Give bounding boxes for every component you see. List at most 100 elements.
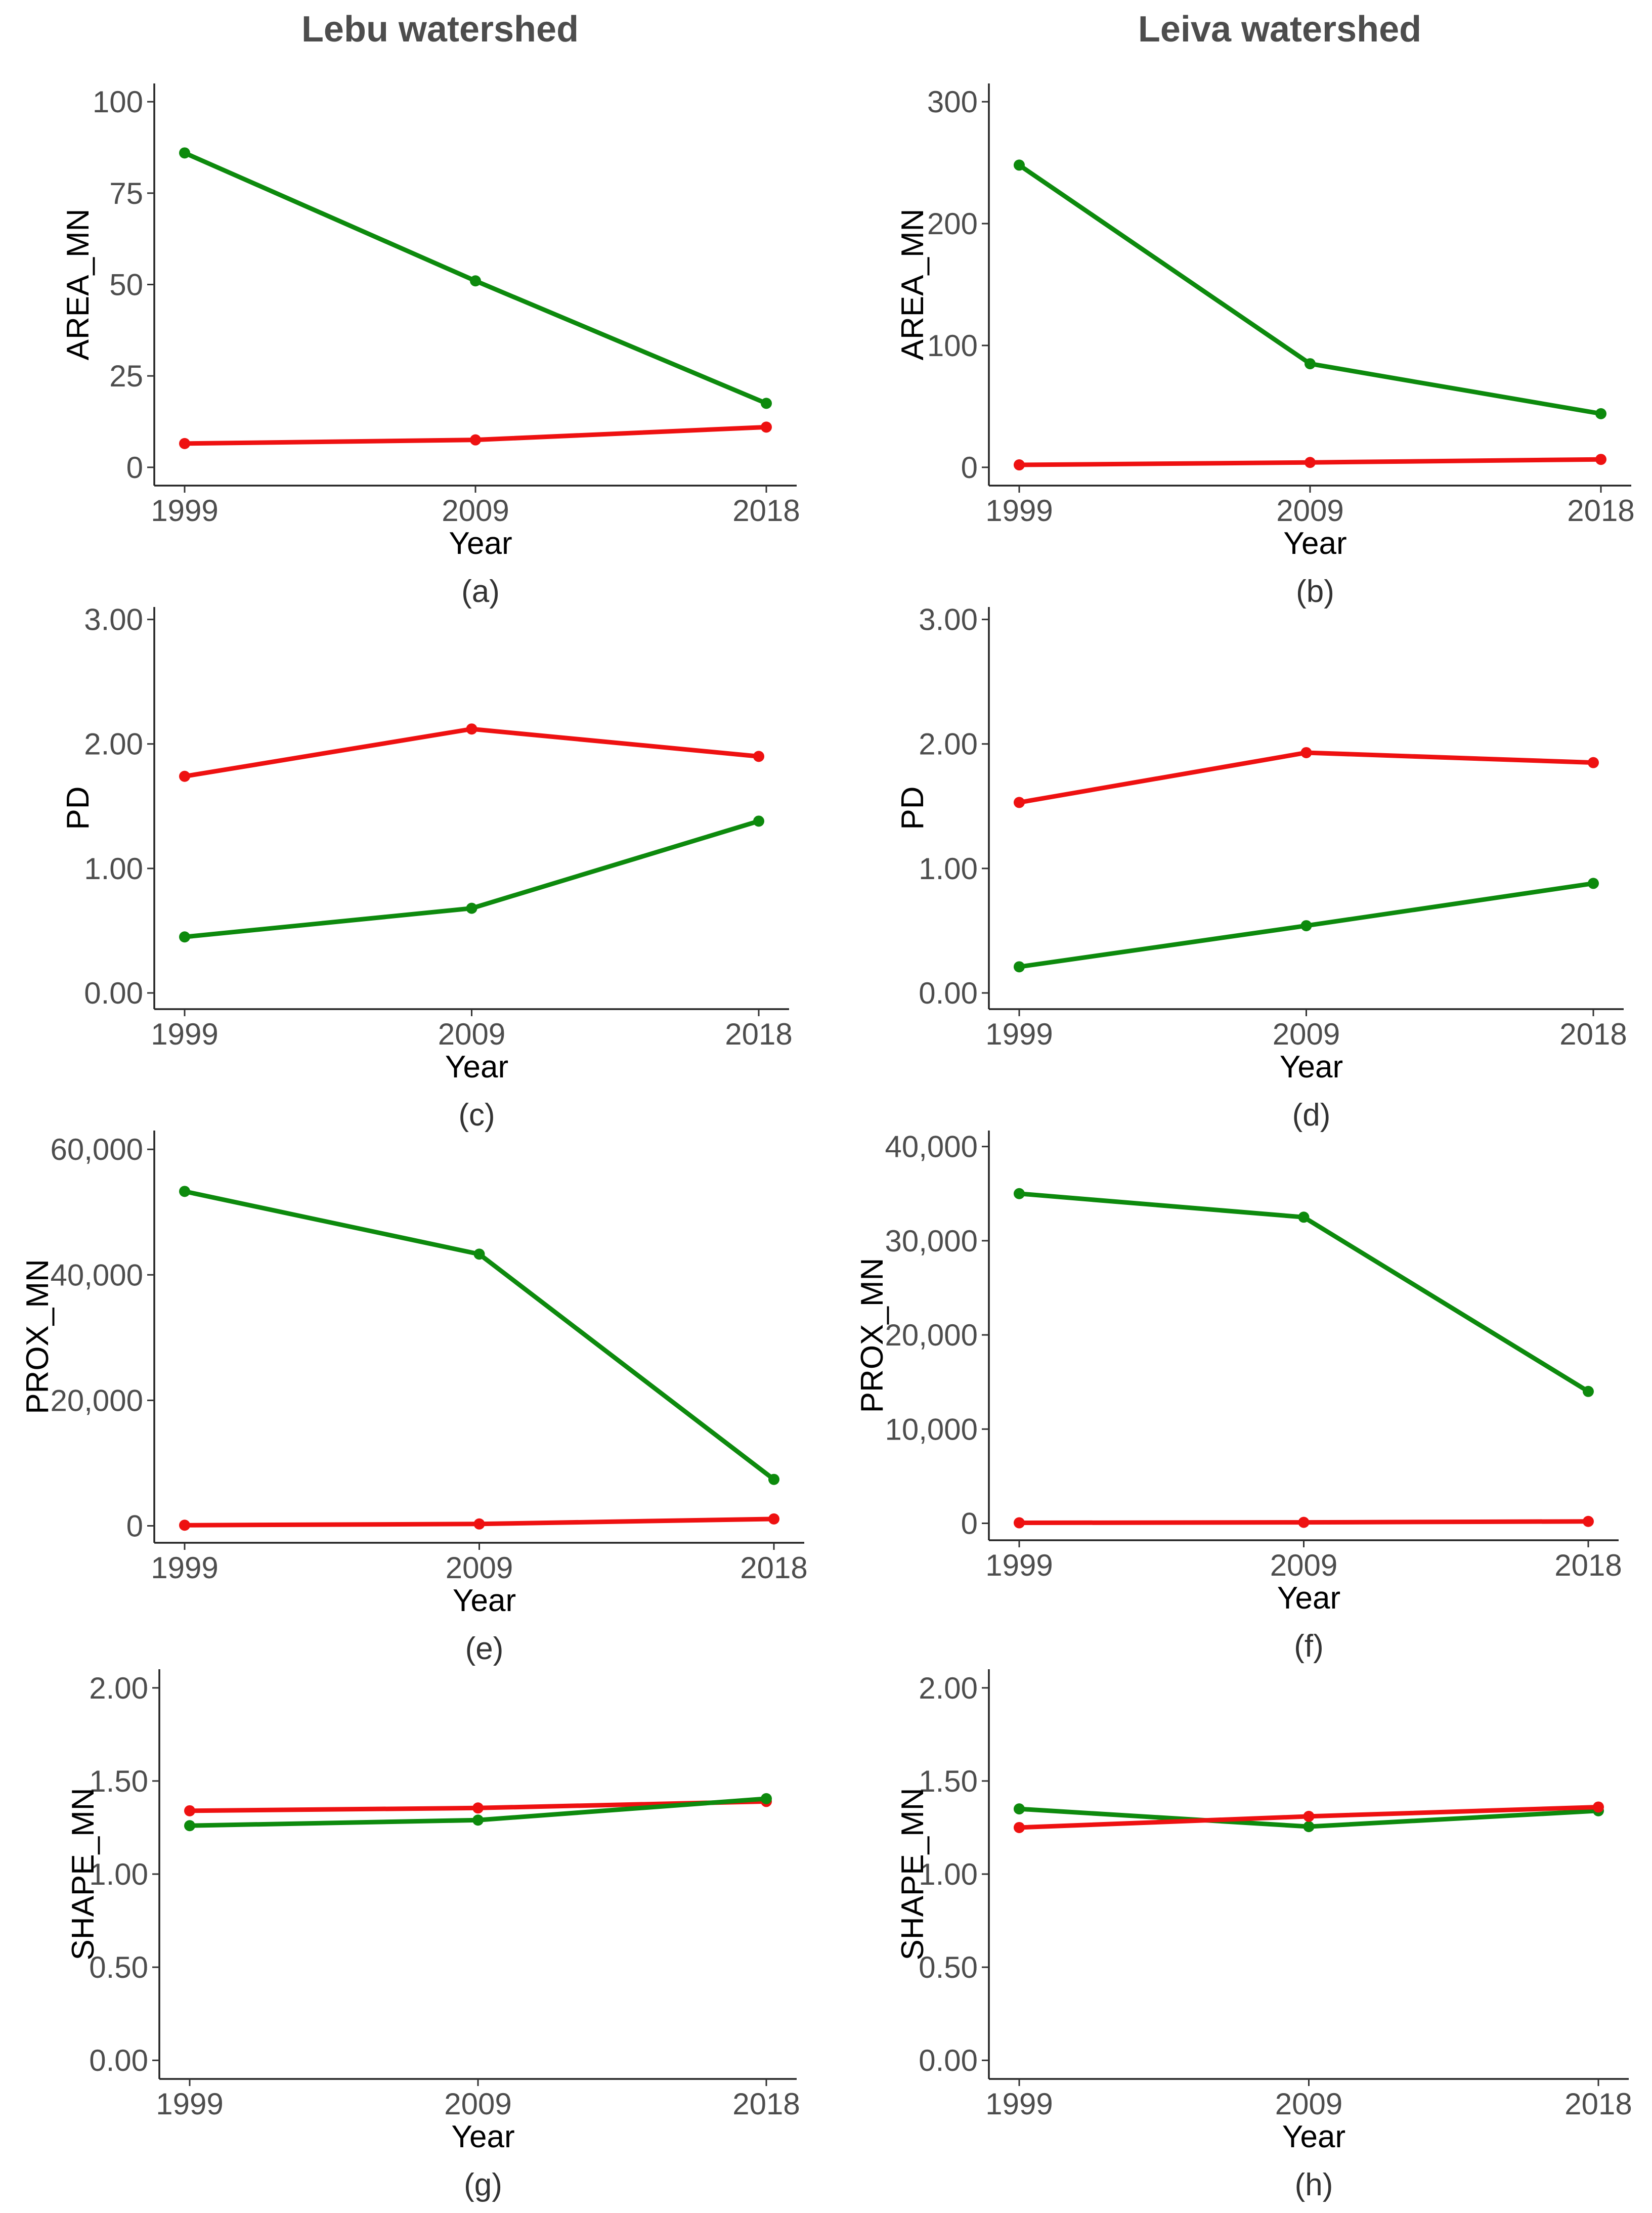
y-axis-title: PROX_MN [855,1258,890,1413]
y-tick-label: 100 [93,85,143,119]
x-tick-label: 2018 [1567,494,1634,528]
red-data-point [1014,797,1025,808]
y-tick-label: 50 [109,268,143,302]
y-tick-label: 2.00 [919,727,978,761]
y-tick-label: 0 [126,1509,143,1543]
green-data-point [1588,878,1599,889]
green-data-point [1014,1188,1025,1199]
red-data-point [472,1802,484,1814]
panel-label: (a) [461,574,500,609]
green-data-point [470,275,481,287]
y-tick-label: 60,000 [50,1133,143,1166]
red-data-point [179,770,190,782]
x-tick-label: 2018 [732,494,800,528]
x-tick-label: 2009 [438,1017,505,1051]
green-data-point [768,1473,779,1485]
y-tick-label: 0.00 [919,2044,978,2077]
y-tick-label: 1.00 [919,1857,978,1891]
red-data-point [1305,457,1316,468]
panel-label: (g) [464,2167,502,2202]
x-tick-label: 2018 [725,1017,792,1051]
y-tick-label: 20,000 [50,1383,143,1417]
panel-c: 0.00 1.00 2.00 3.00 1999 2009 2018 Year PD (c) [61,603,793,1133]
green-data-point [466,902,477,914]
green-data-point [1300,920,1312,932]
x-axis-title: Year [451,2119,514,2154]
x-tick-label: 1999 [985,1017,1053,1051]
panel-b: 0 100 200 300 1999 2009 2018 Year AREA_MN (b) [895,83,1635,609]
y-tick-label: 3.00 [84,603,143,637]
green-data-point [179,147,190,159]
panel-label: (e) [465,1631,504,1666]
y-tick-label: 0 [126,451,143,485]
red-data-point [1583,1515,1594,1527]
red-data-point [179,438,190,449]
x-tick-label: 1999 [985,1548,1053,1582]
y-tick-label: 100 [927,329,978,363]
x-tick-label: 2009 [1273,1017,1340,1051]
red-data-point [473,1518,485,1530]
green-data-point [472,1814,484,1826]
red-data-point [1298,1516,1310,1528]
y-axis-title: PD [895,786,930,830]
green-data-point [184,1820,195,1832]
y-axis-title: PD [61,786,96,830]
red-data-point [470,434,481,446]
green-data-point [761,1793,772,1804]
x-tick-label: 2009 [442,494,509,528]
green-series-line [1017,162,1603,416]
y-tick-label: 0.00 [919,976,978,1010]
x-axis-title: Year [1277,1581,1340,1616]
y-tick-label: 10,000 [885,1412,978,1446]
green-data-point [1298,1211,1310,1223]
panel-e: 0 20,000 40,000 60,000 1999 2009 2018 Year PROX_… [20,1131,808,1666]
x-axis-title: Year [1283,526,1346,561]
panel-a: 0 25 50 75 100 1999 2009 2018 Year AREA_MN (a) [61,83,800,609]
x-tick-label: 2018 [1564,2087,1632,2121]
x-tick-label: 1999 [151,494,218,528]
y-tick-label: 1.00 [84,852,143,886]
panel-label: (d) [1292,1098,1331,1133]
red-data-point [1303,1810,1315,1822]
x-axis-title: Year [1282,2119,1345,2154]
red-data-point [768,1513,779,1525]
panel-label: (f) [1294,1629,1324,1664]
y-tick-label: 1.50 [919,1764,978,1798]
y-tick-label: 0.00 [89,2044,148,2077]
x-tick-label: 1999 [151,1551,218,1585]
y-tick-label: 2.00 [89,1671,148,1705]
red-series-line [182,726,761,779]
y-tick-label: 75 [109,177,143,210]
red-data-point [1014,1517,1025,1529]
x-axis-title: Year [449,526,512,561]
y-tick-label: 3.00 [919,603,978,637]
red-data-point [761,421,772,433]
x-tick-label: 2018 [1554,1548,1622,1582]
y-tick-label: 2.00 [919,1671,978,1705]
x-tick-label: 2009 [444,2087,511,2121]
y-axis-title: SHAPE_MN [895,1788,930,1960]
x-tick-label: 1999 [151,1017,218,1051]
panels: 0 25 50 75 100 1999 2009 2018 Year AREA_MN (a) 0 100… [20,83,1635,2202]
x-axis-title: Year [453,1583,516,1618]
x-tick-label: 2009 [446,1551,513,1585]
panel-label: (c) [458,1098,495,1133]
y-tick-label: 40,000 [50,1258,143,1292]
red-series-line [1017,750,1596,805]
panel-f: 0 10,000 20,000 30,000 40,000 1999 2009 2018 Yea… [855,1130,1622,1664]
y-tick-label: 300 [927,85,978,119]
panel-d: 0.00 1.00 2.00 3.00 1999 2009 2018 Year PD (d) [895,603,1627,1133]
red-data-point [1593,1801,1604,1813]
green-data-point [1595,408,1606,419]
green-data-point [753,815,764,827]
panel-h: 0.00 0.50 1.00 1.50 2.00 1999 2009 2018 Year SHAP… [895,1669,1632,2202]
x-tick-label: 1999 [985,494,1053,528]
green-data-point [179,1186,190,1197]
x-tick-label: 2009 [1276,494,1343,528]
x-tick-label: 2009 [1270,1548,1337,1582]
x-tick-label: 2018 [732,2087,800,2121]
x-tick-label: 2018 [740,1551,807,1585]
red-data-point [753,751,764,762]
red-data-point [1014,459,1025,471]
